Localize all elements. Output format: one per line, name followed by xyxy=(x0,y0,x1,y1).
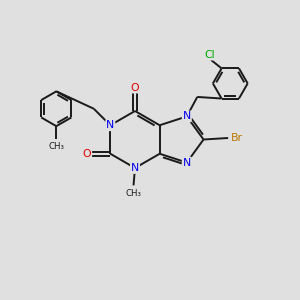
Text: Br: Br xyxy=(230,133,242,143)
Text: N: N xyxy=(183,111,191,122)
Text: N: N xyxy=(106,120,114,130)
Text: O: O xyxy=(82,149,91,159)
Text: N: N xyxy=(183,158,191,168)
Text: O: O xyxy=(131,82,139,93)
Text: Cl: Cl xyxy=(204,50,215,60)
Text: CH₃: CH₃ xyxy=(48,142,64,151)
Text: CH₃: CH₃ xyxy=(125,189,142,198)
Text: N: N xyxy=(131,163,139,173)
